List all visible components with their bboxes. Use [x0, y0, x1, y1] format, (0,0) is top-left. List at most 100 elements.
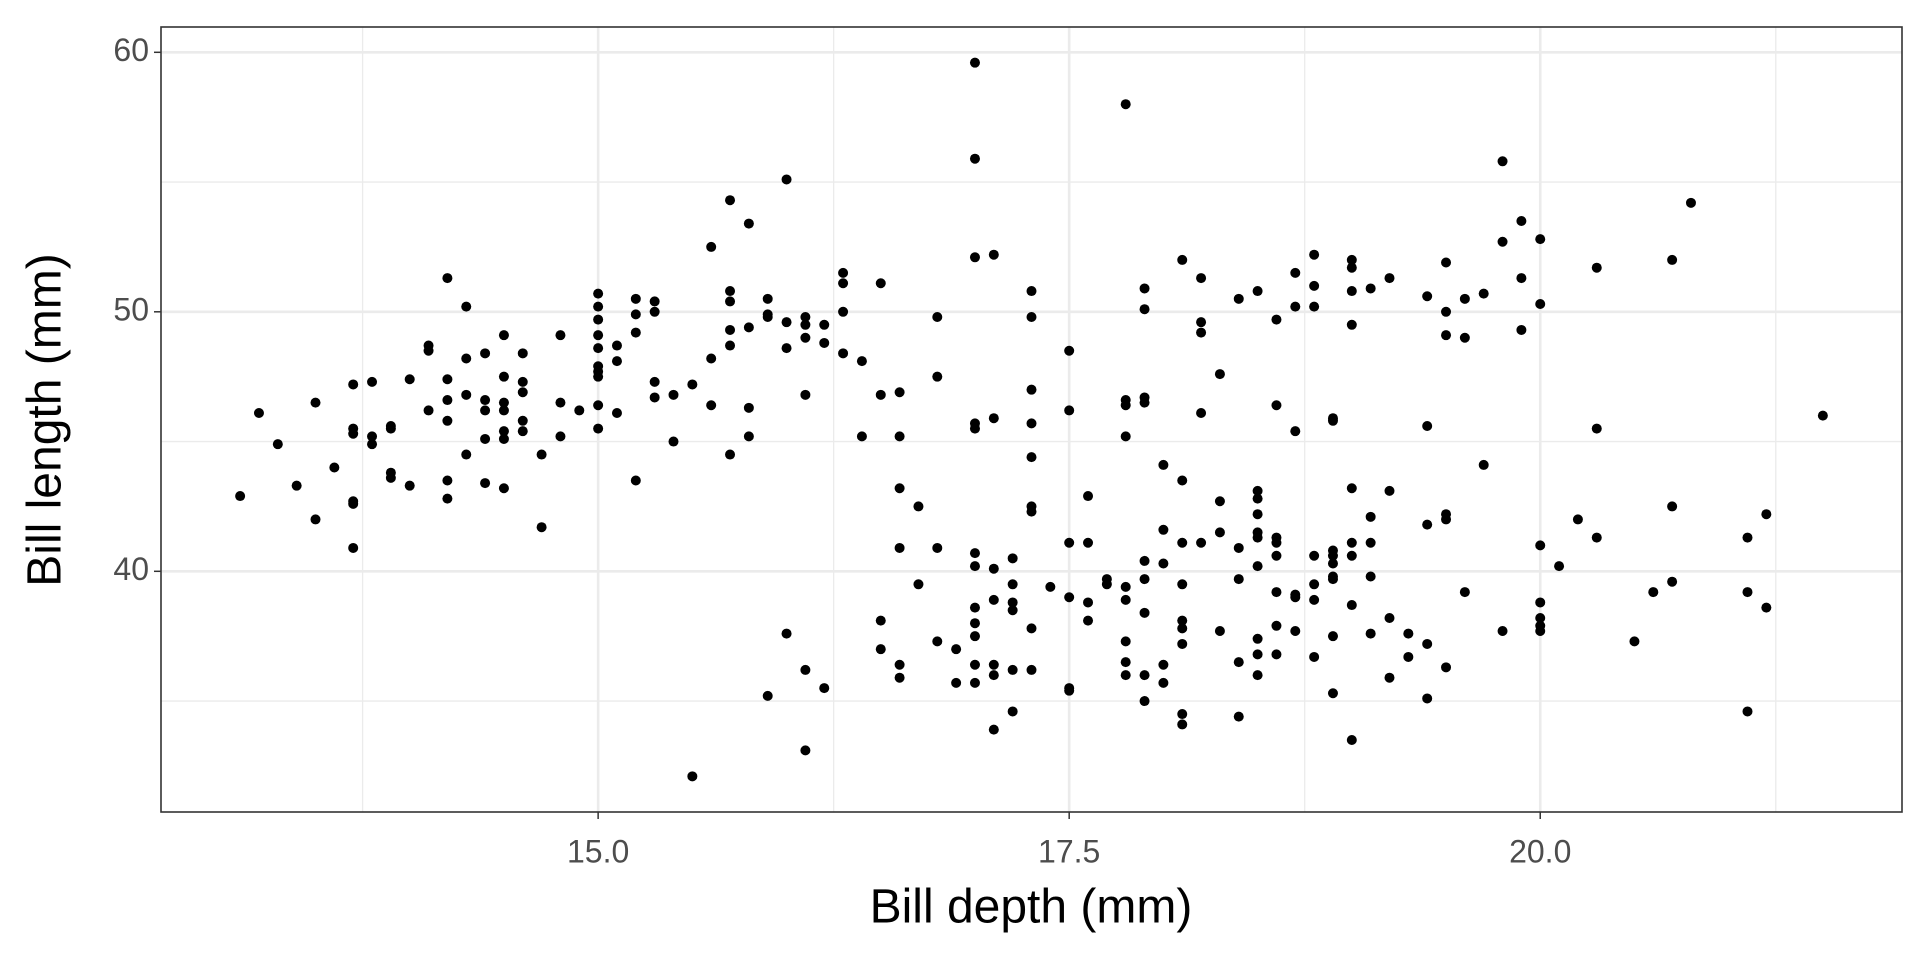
- point: [875, 615, 886, 626]
- point: [1629, 636, 1640, 647]
- point: [649, 376, 660, 387]
- point: [385, 472, 396, 483]
- point: [762, 293, 773, 304]
- point: [838, 278, 849, 289]
- point: [875, 389, 886, 400]
- point: [1271, 587, 1282, 598]
- point: [649, 306, 660, 317]
- point: [1516, 215, 1527, 226]
- point: [1139, 696, 1150, 707]
- point: [649, 392, 660, 403]
- point: [1384, 672, 1395, 683]
- point: [517, 387, 528, 398]
- point: [1120, 594, 1131, 605]
- point: [498, 330, 509, 341]
- point: [1271, 550, 1282, 561]
- point: [1064, 537, 1075, 548]
- point: [969, 57, 980, 68]
- point: [762, 311, 773, 322]
- point: [913, 501, 924, 512]
- point: [555, 431, 566, 442]
- point: [1026, 452, 1037, 463]
- point: [1083, 491, 1094, 502]
- point: [630, 327, 641, 338]
- point: [1139, 304, 1150, 315]
- point: [1309, 651, 1320, 662]
- point: [1252, 633, 1263, 644]
- point: [1214, 527, 1225, 538]
- point: [1327, 574, 1338, 585]
- point: [517, 348, 528, 359]
- point: [1346, 734, 1357, 745]
- point: [461, 301, 472, 312]
- point: [461, 389, 472, 400]
- point: [536, 449, 547, 460]
- point: [1007, 605, 1018, 616]
- point: [1535, 597, 1546, 608]
- point: [1139, 555, 1150, 566]
- point: [668, 436, 679, 447]
- point: [706, 241, 717, 252]
- point: [1497, 156, 1508, 167]
- point: [1271, 314, 1282, 325]
- point: [1478, 288, 1489, 299]
- y-tick-label: 50: [113, 291, 149, 327]
- point: [1497, 625, 1508, 636]
- point: [1346, 483, 1357, 494]
- point: [498, 433, 509, 444]
- point: [1177, 638, 1188, 649]
- point: [630, 475, 641, 486]
- point: [800, 389, 811, 400]
- point: [1196, 327, 1207, 338]
- point: [461, 353, 472, 364]
- point: [1252, 649, 1263, 660]
- y-axis-title: Bill length (mm): [19, 253, 72, 586]
- point: [1667, 254, 1678, 265]
- point: [1177, 719, 1188, 730]
- point: [1422, 693, 1433, 704]
- point: [800, 664, 811, 675]
- point: [291, 480, 302, 491]
- point: [1459, 587, 1470, 598]
- point: [1327, 415, 1338, 426]
- point: [498, 426, 509, 437]
- point: [555, 330, 566, 341]
- point: [819, 683, 830, 694]
- point: [1384, 613, 1395, 624]
- point: [1742, 706, 1753, 717]
- point: [1214, 625, 1225, 636]
- point: [894, 542, 905, 553]
- point: [442, 273, 453, 284]
- point: [1459, 332, 1470, 343]
- point: [1365, 283, 1376, 294]
- point: [725, 449, 736, 460]
- point: [480, 395, 491, 406]
- point: [1233, 293, 1244, 304]
- point: [1158, 677, 1169, 688]
- point: [1346, 254, 1357, 265]
- point: [1139, 397, 1150, 408]
- point: [1064, 345, 1075, 356]
- point: [988, 670, 999, 681]
- point: [442, 374, 453, 385]
- point: [1233, 657, 1244, 668]
- point: [1271, 649, 1282, 660]
- point: [969, 423, 980, 434]
- point: [517, 376, 528, 387]
- point: [1026, 623, 1037, 634]
- point: [969, 252, 980, 263]
- point: [668, 389, 679, 400]
- point: [348, 498, 359, 509]
- point: [706, 400, 717, 411]
- point: [1365, 511, 1376, 522]
- point: [1422, 638, 1433, 649]
- point: [1761, 602, 1772, 613]
- point: [1327, 558, 1338, 569]
- point: [1271, 537, 1282, 548]
- point: [932, 636, 943, 647]
- point: [1026, 664, 1037, 675]
- point: [1120, 670, 1131, 681]
- point: [1290, 301, 1301, 312]
- point: [536, 522, 547, 533]
